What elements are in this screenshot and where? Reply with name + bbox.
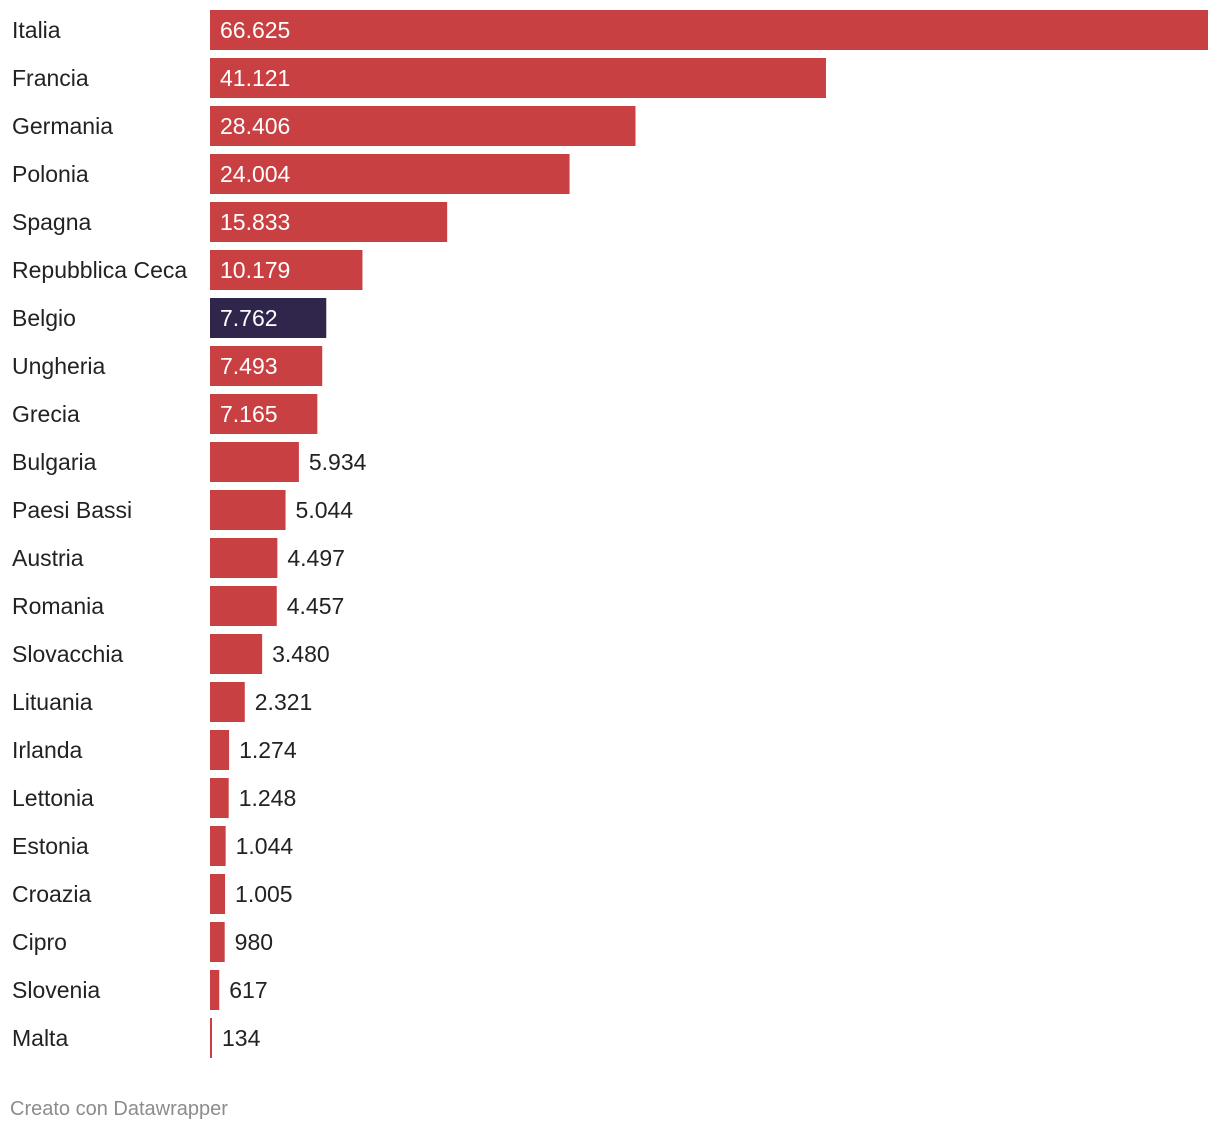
- value-label: 1.248: [239, 785, 297, 811]
- value-label: 4.457: [287, 593, 345, 619]
- value-label: 28.406: [220, 113, 290, 139]
- value-label: 134: [222, 1025, 261, 1051]
- category-label: Malta: [12, 1025, 68, 1051]
- datawrapper-credit: Creato con Datawrapper: [10, 1098, 228, 1120]
- bar-row: Belgio 7.762: [12, 298, 327, 338]
- category-label: Italia: [12, 17, 61, 43]
- bar: [210, 250, 363, 290]
- category-label: Slovacchia: [12, 641, 123, 667]
- bar: [210, 490, 286, 530]
- value-label: 7.762: [220, 305, 278, 331]
- category-label: Belgio: [12, 305, 76, 331]
- value-label: 1.274: [239, 737, 297, 763]
- value-label: 617: [229, 977, 267, 1003]
- category-label: Bulgaria: [12, 449, 97, 475]
- value-label: 2.321: [255, 689, 313, 715]
- bar-highlight: [210, 298, 327, 338]
- bar-row: Spagna 15.833: [12, 202, 448, 242]
- value-label: 5.044: [296, 497, 354, 523]
- bar: [210, 1018, 213, 1058]
- bar-row: Italia 66.625: [12, 10, 1208, 50]
- category-label: Ungheria: [12, 353, 106, 379]
- bar: [210, 730, 230, 770]
- bar: [210, 10, 1208, 50]
- bar-row: Repubblica Ceca 10.179: [12, 250, 363, 290]
- bar: [210, 682, 245, 722]
- value-label: 5.934: [309, 449, 367, 475]
- bar-row: Cipro 980: [12, 922, 273, 962]
- value-label: 66.625: [220, 17, 290, 43]
- bar: [210, 106, 636, 146]
- bar-row: Grecia 7.165: [12, 394, 318, 434]
- bar-row: Austria 4.497: [12, 538, 345, 578]
- bar: [210, 634, 263, 674]
- value-label: 1.005: [235, 881, 293, 907]
- value-label: 1.044: [236, 833, 294, 859]
- category-label: Grecia: [12, 401, 80, 427]
- value-label: 10.179: [220, 257, 290, 283]
- value-label: 3.480: [272, 641, 330, 667]
- bar: [210, 778, 229, 818]
- category-label: Lettonia: [12, 785, 94, 811]
- category-label: Germania: [12, 113, 113, 139]
- bar: [210, 922, 225, 962]
- category-label: Francia: [12, 65, 89, 91]
- bar-row: Polonia 24.004: [12, 154, 570, 194]
- bar: [210, 58, 826, 98]
- bar: [210, 826, 226, 866]
- value-label: 4.497: [287, 545, 345, 571]
- category-label: Spagna: [12, 209, 92, 235]
- bar-row: Paesi Bassi 5.044: [12, 490, 353, 530]
- bar: [210, 874, 226, 914]
- category-label: Cipro: [12, 929, 67, 955]
- category-label: Croazia: [12, 881, 91, 907]
- bar: [210, 394, 318, 434]
- value-label: 15.833: [220, 209, 290, 235]
- bar: [210, 346, 323, 386]
- category-label: Lituania: [12, 689, 93, 715]
- category-label: Repubblica Ceca: [12, 257, 187, 283]
- value-label: 24.004: [220, 161, 291, 187]
- value-label: 41.121: [220, 65, 290, 91]
- value-label: 7.493: [220, 353, 278, 379]
- bar: [210, 442, 299, 482]
- bar-row: Lettonia 1.248: [12, 778, 296, 818]
- bar-row: Malta 134: [12, 1018, 261, 1058]
- bar: [210, 154, 570, 194]
- bar-row: Lituania 2.321: [12, 682, 312, 722]
- category-label: Paesi Bassi: [12, 497, 132, 523]
- bar: [210, 586, 277, 626]
- bar-row: Germania 28.406: [12, 106, 636, 146]
- bar-row: Slovacchia 3.480: [12, 634, 330, 674]
- bar-row: Estonia 1.044: [12, 826, 293, 866]
- category-label: Estonia: [12, 833, 89, 859]
- bar: [210, 202, 448, 242]
- bar-row: Slovenia 617: [12, 970, 268, 1010]
- bar: [210, 538, 278, 578]
- category-label: Austria: [12, 545, 84, 571]
- category-label: Romania: [12, 593, 104, 619]
- bar-row: Irlanda 1.274: [12, 730, 297, 770]
- bar-chart: Italia 66.625 Francia 41.121 Germania 28.406 P…: [12, 10, 1208, 1058]
- category-label: Polonia: [12, 161, 89, 187]
- bar-row: Croazia 1.005: [12, 874, 293, 914]
- category-label: Irlanda: [12, 737, 83, 763]
- bar: [210, 970, 220, 1010]
- bar-row: Francia 41.121: [12, 58, 826, 98]
- value-label: 7.165: [220, 401, 278, 427]
- bar-row: Ungheria 7.493: [12, 346, 323, 386]
- category-label: Slovenia: [12, 977, 100, 1003]
- bar-row: Bulgaria 5.934: [12, 442, 367, 482]
- value-label: 980: [235, 929, 273, 955]
- bar-row: Romania 4.457: [12, 586, 344, 626]
